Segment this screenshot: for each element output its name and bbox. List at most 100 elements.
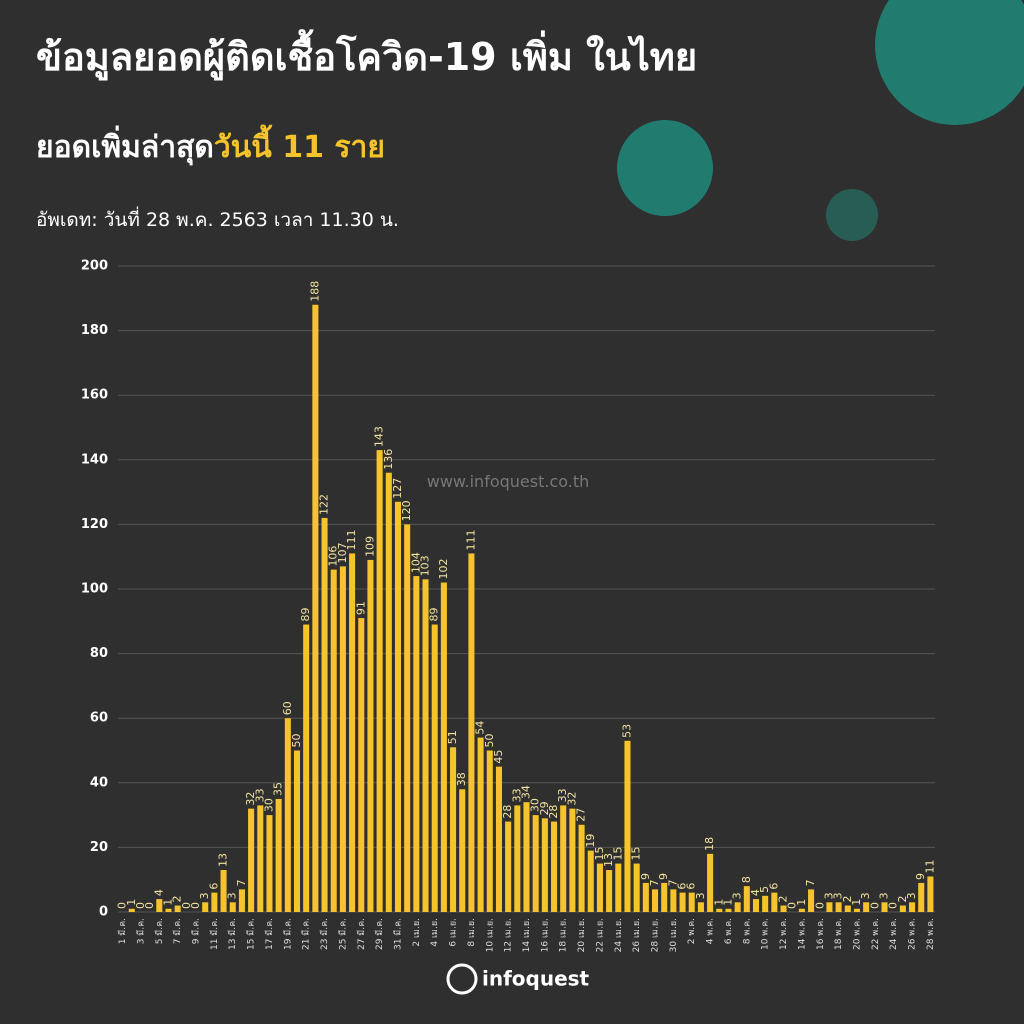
value-label: 9 xyxy=(657,873,670,880)
logo: infoquest xyxy=(482,967,590,991)
bar xyxy=(725,908,732,912)
x-tick-label: 8 พ.ค. xyxy=(742,918,752,944)
x-tick-label: 12 เม.ย. xyxy=(504,918,514,952)
x-tick-label: 16 พ.ค. xyxy=(816,918,826,950)
subtitle: ยอดเพิ่มล่าสุดวันนี้ 11 ราย xyxy=(36,124,385,166)
x-tick-label: 20 พ.ค. xyxy=(852,918,862,950)
y-tick-label: 20 xyxy=(90,840,108,855)
bar xyxy=(707,853,714,912)
bar xyxy=(826,902,833,912)
x-tick-label: 9 มี.ค. xyxy=(191,918,202,944)
value-label: 6 xyxy=(767,883,780,890)
bar xyxy=(844,905,851,912)
bar xyxy=(174,905,181,912)
value-label: 0 xyxy=(143,902,156,909)
bar xyxy=(330,569,337,912)
bar xyxy=(404,524,411,912)
bar xyxy=(358,618,365,912)
value-label: 28 xyxy=(501,805,514,819)
x-tick-label: 3 มี.ค. xyxy=(135,918,146,944)
value-label: 13 xyxy=(602,853,615,867)
bar xyxy=(293,750,301,912)
x-tick-label: 13 มี.ค. xyxy=(227,918,238,950)
y-tick-label: 40 xyxy=(90,775,108,790)
bar xyxy=(716,908,723,912)
value-label: 4 xyxy=(152,889,165,896)
logo-icon xyxy=(446,963,478,995)
y-tick-label: 120 xyxy=(81,517,108,532)
x-tick-label: 23 มี.ค. xyxy=(319,918,330,950)
value-label: 5 xyxy=(758,886,771,893)
value-label: 29 xyxy=(538,801,551,815)
value-label: 111 xyxy=(345,529,358,550)
x-tick-label: 6 เม.ย. xyxy=(449,918,459,947)
bar xyxy=(899,905,906,912)
value-label: 4 xyxy=(749,889,762,896)
value-label: 6 xyxy=(676,883,689,890)
value-label: 1 xyxy=(161,899,174,906)
bar xyxy=(798,908,805,912)
value-label: 3 xyxy=(731,892,744,899)
value-label: 0 xyxy=(134,902,147,909)
value-label: 0 xyxy=(116,902,129,909)
y-tick-label: 180 xyxy=(81,323,108,338)
bar xyxy=(743,886,750,912)
value-label: 107 xyxy=(336,542,349,563)
value-label: 2 xyxy=(777,896,790,903)
x-tick-label: 14 เม.ย. xyxy=(522,918,532,952)
value-label: 9 xyxy=(914,873,927,880)
value-label: 1 xyxy=(850,899,863,906)
bar xyxy=(881,902,888,912)
x-tick-label: 22 พ.ค. xyxy=(871,918,881,950)
value-label: 3 xyxy=(694,892,707,899)
x-tick-label: 14 พ.ค. xyxy=(797,918,807,950)
bar xyxy=(413,576,420,912)
x-tick-label: 20 เม.ย. xyxy=(577,918,587,952)
bar xyxy=(606,870,613,912)
bar xyxy=(257,805,264,912)
bar xyxy=(560,805,567,912)
bar xyxy=(284,718,291,912)
bar xyxy=(661,882,668,912)
bar xyxy=(220,870,227,912)
x-tick-label: 21 มี.ค. xyxy=(301,918,312,950)
x-tick-label: 28 พ.ค. xyxy=(926,918,936,950)
virus-decoration xyxy=(617,0,1024,241)
bar xyxy=(688,892,695,912)
x-tick-label: 4 เม.ย. xyxy=(430,918,440,947)
value-label: 51 xyxy=(446,730,459,744)
bar xyxy=(367,559,374,912)
y-tick-label: 200 xyxy=(81,259,108,274)
y-tick-label: 80 xyxy=(90,646,108,661)
bar xyxy=(266,815,273,912)
value-label: 127 xyxy=(391,478,404,499)
bar xyxy=(211,892,218,912)
value-label: 6 xyxy=(207,883,220,890)
chart-title: ข้อมูลยอดผู้ติดเชื้อโควิด-19 เพิ่ม ในไทย xyxy=(36,29,697,81)
value-label: 0 xyxy=(887,902,900,909)
bar xyxy=(514,805,521,912)
value-label: 34 xyxy=(520,785,533,799)
bar xyxy=(248,808,255,912)
bar xyxy=(422,579,429,912)
value-label: 102 xyxy=(437,559,450,580)
y-tick-label: 60 xyxy=(90,711,108,726)
value-label: 3 xyxy=(226,892,239,899)
value-label: 0 xyxy=(180,902,193,909)
value-label: 143 xyxy=(373,426,386,447)
bar xyxy=(569,808,576,912)
bar xyxy=(541,818,548,912)
value-label: 188 xyxy=(308,281,321,302)
bar xyxy=(275,798,282,912)
value-label: 45 xyxy=(492,750,505,764)
value-label: 3 xyxy=(822,892,835,899)
watermark: www.infoquest.co.th xyxy=(427,472,590,491)
value-label: 3 xyxy=(198,892,211,899)
value-label: 3 xyxy=(905,892,918,899)
value-label: 103 xyxy=(419,555,432,576)
update-note: อัพเดท: วันที่ 28 พ.ค. 2563 เวลา 11.30 น… xyxy=(36,206,399,231)
value-label: 50 xyxy=(483,734,496,748)
bar xyxy=(312,304,319,912)
subtitle-highlight: วันนี้ 11 ราย xyxy=(214,124,385,165)
